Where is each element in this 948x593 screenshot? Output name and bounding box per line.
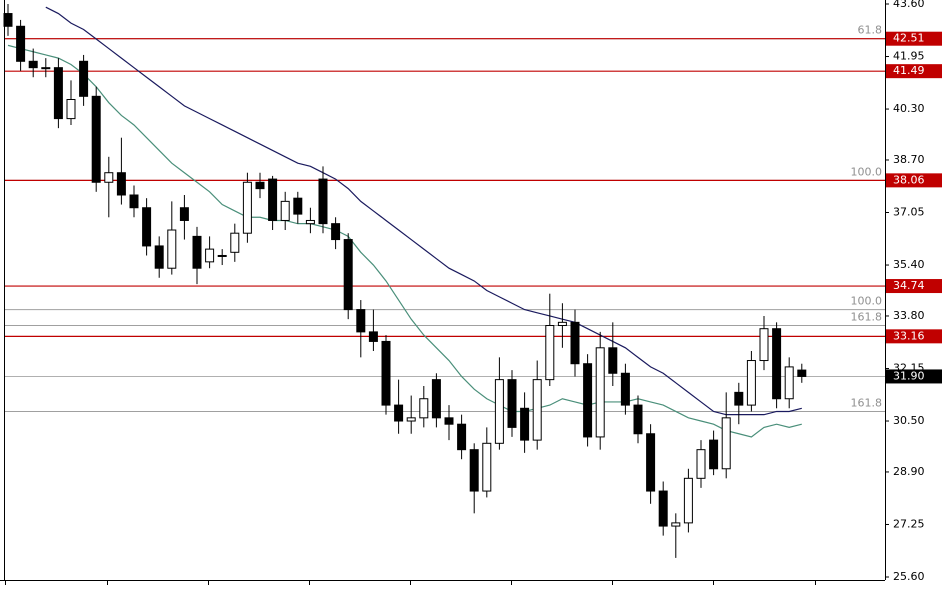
y-tick-label: 25.60 — [893, 570, 925, 583]
candle-body — [142, 207, 152, 247]
candle-body — [16, 25, 26, 62]
candle-body — [217, 254, 227, 257]
candle-body — [620, 372, 630, 406]
candle-body — [797, 369, 807, 377]
candle-body — [784, 366, 794, 400]
y-tick-label: 30.50 — [893, 414, 925, 427]
candle-body — [79, 60, 89, 97]
level-label: 34.74 — [893, 279, 925, 292]
y-tick-label: 40.30 — [893, 102, 925, 115]
candle-body — [419, 398, 429, 419]
candle-body — [709, 439, 719, 470]
fib-label: 100.0 — [851, 295, 883, 308]
candle-body — [696, 449, 706, 479]
fib-label: 161.8 — [851, 311, 883, 324]
level-box — [886, 279, 942, 294]
last-price-label: 31.90 — [893, 369, 925, 382]
candle-body — [557, 321, 567, 327]
moving-average — [7, 44, 802, 438]
candle-body — [759, 328, 769, 362]
candle-body — [368, 331, 378, 342]
candle-body — [28, 60, 38, 69]
candle-body — [280, 200, 290, 221]
y-tick-label: 43.60 — [893, 0, 925, 10]
candle-body — [230, 232, 240, 253]
level-label: 42.51 — [893, 32, 925, 45]
candle-body — [154, 245, 164, 269]
candle-body — [179, 207, 189, 221]
candle-body — [293, 197, 303, 215]
y-tick-label: 33.80 — [893, 309, 925, 322]
candle-body — [583, 363, 593, 438]
candle-body — [41, 67, 51, 70]
candle-body — [192, 235, 202, 269]
candle-body — [305, 219, 315, 225]
fib-label: 61.8 — [858, 24, 883, 37]
candle-body — [255, 181, 265, 190]
candle-body — [53, 67, 63, 120]
fib-label: 100.0 — [851, 165, 883, 178]
candle-body — [457, 423, 467, 451]
candle-body — [507, 379, 517, 428]
candle-body — [671, 522, 681, 527]
candle-body — [167, 229, 177, 269]
candle-body — [205, 248, 215, 263]
level-label: 38.06 — [893, 173, 925, 186]
candle-body — [242, 181, 252, 234]
candle-body — [721, 417, 731, 470]
last-price-box — [886, 369, 942, 384]
level-label: 33.16 — [893, 329, 925, 342]
candle-body — [520, 407, 530, 441]
candle-body — [331, 223, 341, 241]
candle-body — [532, 379, 542, 441]
candle-body — [268, 178, 278, 221]
candle-body — [3, 13, 13, 27]
candle-body — [772, 328, 782, 400]
level-box — [886, 31, 942, 46]
candle-body — [494, 379, 504, 444]
candle-body — [595, 347, 605, 438]
candle-body — [406, 417, 416, 422]
y-tick-label: 41.95 — [893, 50, 925, 63]
y-tick-label: 28.90 — [893, 465, 925, 478]
level-box — [886, 329, 942, 344]
candle-body — [381, 340, 391, 406]
level-box — [886, 64, 942, 79]
level-label: 41.49 — [893, 64, 925, 77]
candle-body — [431, 379, 441, 419]
candle-body — [633, 404, 643, 435]
candle-body — [394, 404, 404, 422]
candle-body — [746, 360, 756, 406]
candle-body — [482, 442, 492, 492]
candle-body — [66, 99, 76, 120]
candle-body — [734, 391, 744, 406]
candle-body — [104, 172, 114, 183]
candle-body — [318, 178, 328, 225]
fib-label: 161.8 — [851, 396, 883, 409]
y-tick-label: 37.05 — [893, 206, 925, 219]
level-box — [886, 173, 942, 188]
candle-body — [343, 239, 353, 311]
candle-body — [570, 321, 580, 365]
y-tick-label: 27.25 — [893, 517, 925, 530]
candle-body — [658, 490, 668, 527]
candle-body — [444, 417, 454, 425]
candle-body — [356, 309, 366, 333]
candle-body — [129, 194, 139, 209]
candle-body — [646, 433, 656, 492]
candle-body — [683, 477, 693, 524]
y-tick-label: 35.40 — [893, 258, 925, 271]
candle-body — [608, 347, 618, 374]
candle-body — [469, 449, 479, 492]
y-tick-label: 38.70 — [893, 153, 925, 166]
candle-body — [91, 95, 101, 183]
candle-body — [116, 172, 126, 196]
candle-body — [545, 325, 555, 381]
moving-average — [45, 6, 802, 416]
